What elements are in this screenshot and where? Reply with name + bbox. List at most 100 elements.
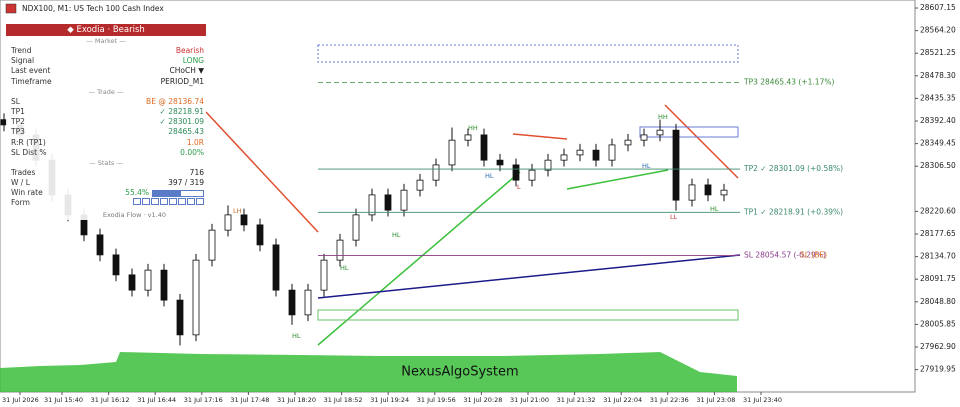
candle-body <box>288 289 296 316</box>
row-value-wrap: BE @ 28136.74 <box>146 97 204 107</box>
row-value-wrap: Bearish <box>176 46 204 56</box>
x-tick-label: 31 Jul 19:56 <box>417 396 456 404</box>
row-label: SL <box>11 96 20 106</box>
panel-row: SL BE @ 28136.74 <box>6 97 206 107</box>
structure-label: HH <box>468 124 478 132</box>
info-panel: ◆ Exodia · Bearish — Market — Trend Bearish… <box>6 24 206 220</box>
candle-body <box>336 239 344 261</box>
section-header: — Stats — <box>89 158 123 167</box>
y-tick-label: 28607.15 <box>920 3 956 12</box>
row-value-wrap: 716 <box>190 168 204 178</box>
candle-body <box>256 224 264 246</box>
form-box <box>133 198 141 206</box>
row-value-wrap: 28465.43 <box>168 127 204 137</box>
row-value-wrap: 55.4% <box>125 188 204 198</box>
candle-body <box>96 234 104 256</box>
candle-body <box>416 179 424 191</box>
row-value: CHoCH ▼ <box>169 66 205 76</box>
x-tick-label: 31 Jul 21:00 <box>510 396 549 404</box>
candle-body <box>208 229 216 261</box>
y-tick-label: 28220.60 <box>920 206 956 215</box>
row-value-wrap: 0.00% <box>180 148 204 158</box>
panel-row: TP1 ✓ 28218.91 <box>6 107 206 117</box>
trend-line <box>317 171 521 346</box>
y-tick-label: 28349.45 <box>920 139 956 148</box>
section-header: — Trade — <box>88 87 124 96</box>
row-value: LONG <box>182 56 204 66</box>
trend-line <box>664 104 739 179</box>
y-tick-label: 28392.40 <box>920 116 956 125</box>
progress-fill <box>153 190 181 196</box>
row-label: Trades <box>11 167 36 177</box>
row-value-wrap: ✓ 28218.91 <box>160 107 204 117</box>
row-value: 716 <box>189 167 204 177</box>
row-label: Timeframe <box>11 76 52 86</box>
candle-body <box>304 289 312 316</box>
row-value: 397 / 319 <box>168 178 204 188</box>
structure-label: LH <box>233 207 242 215</box>
x-tick-label: 31 Jul 19:24 <box>370 396 409 404</box>
structure-label: HL <box>710 205 719 213</box>
trend-line <box>512 133 568 140</box>
x-tick-label: 31 Jul 21:32 <box>557 396 596 404</box>
candle-body <box>512 164 520 181</box>
row-label: R:R (TP1) <box>11 137 46 147</box>
candle-body <box>448 139 456 166</box>
row-label: W / L <box>11 178 30 188</box>
candle-body <box>576 149 584 156</box>
panel-row: Signal LONG <box>6 56 206 66</box>
candle-body <box>176 299 184 336</box>
y-tick-label: 28134.70 <box>920 252 956 261</box>
y-tick-label: 28048.80 <box>920 297 956 306</box>
candle-body <box>192 259 200 336</box>
panel-row: W / L 397 / 319 <box>6 178 206 188</box>
row-value-wrap: 397 / 319 <box>168 178 204 188</box>
y-tick-label: 28091.75 <box>920 274 956 283</box>
row-label: TP2 <box>11 117 25 127</box>
candle-body <box>464 134 472 141</box>
section-header: — Market — <box>86 37 126 45</box>
x-tick-label: 31 Jul 18:52 <box>324 396 363 404</box>
row-label: Signal <box>11 56 35 66</box>
row-label: Trend <box>11 46 32 55</box>
candle-body <box>656 129 664 136</box>
form-box <box>160 198 168 206</box>
candle-body <box>720 189 728 196</box>
form-box <box>178 198 186 206</box>
trend-line <box>205 111 319 233</box>
row-label: TP3 <box>11 127 25 137</box>
candle-body <box>688 184 696 201</box>
candle-body <box>368 194 376 216</box>
x-tick-label: 31 Jul 22:36 <box>650 396 689 404</box>
x-tick-label: 31 Jul 22:04 <box>603 396 642 404</box>
candle-body <box>352 214 360 241</box>
row-value: 28465.43 <box>168 127 204 137</box>
structure-label: HL <box>292 332 301 340</box>
level-label: SL 28054.57 (-0.29%) <box>744 251 826 260</box>
x-tick-label: 31 Jul 20:28 <box>463 396 502 404</box>
y-tick-label: 28435.35 <box>920 93 956 102</box>
panel-row: SL Dist % 0.00% <box>6 148 206 158</box>
y-tick-label: 28478.30 <box>920 71 956 80</box>
panel-row: Trend Bearish <box>6 46 206 56</box>
candle-body <box>608 144 616 161</box>
row-label: TP1 <box>11 106 25 116</box>
row-value: ✓ 28218.91 <box>159 106 204 116</box>
panel-row: TP2 ✓ 28301.09 <box>6 117 206 127</box>
candle-body <box>272 244 280 291</box>
candle-body <box>672 129 680 201</box>
trend-line <box>566 169 669 190</box>
candle-body <box>128 274 136 291</box>
candle-body <box>624 139 632 146</box>
row-value-wrap: CHoCH ▼ <box>170 66 205 76</box>
x-tick-label: 31 Jul 16:12 <box>91 396 130 404</box>
panel-row: Timeframe PERIOD_M1 <box>6 77 206 87</box>
form-box <box>196 198 204 206</box>
y-tick-label: 28521.25 <box>920 48 956 57</box>
x-tick-label: 31 Jul 16:44 <box>137 396 176 404</box>
y-tick-label: 28177.65 <box>920 229 956 238</box>
row-label: Form <box>11 198 30 208</box>
candle-body <box>496 159 504 166</box>
symbol-icon <box>5 3 17 14</box>
